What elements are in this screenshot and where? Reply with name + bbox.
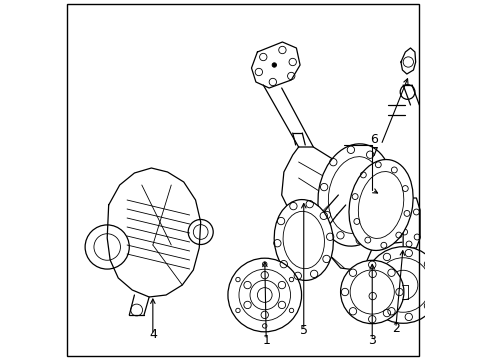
Ellipse shape [317, 144, 392, 246]
Text: 4: 4 [149, 328, 157, 342]
Text: 5: 5 [299, 324, 307, 337]
Circle shape [364, 247, 441, 323]
Ellipse shape [348, 159, 412, 251]
Ellipse shape [274, 199, 333, 280]
Text: 1: 1 [262, 333, 269, 346]
Circle shape [227, 258, 301, 332]
Polygon shape [281, 147, 373, 270]
Polygon shape [107, 168, 200, 297]
Circle shape [340, 260, 403, 324]
Polygon shape [402, 198, 419, 248]
Text: 3: 3 [367, 333, 375, 346]
Text: 6: 6 [369, 134, 377, 147]
Polygon shape [400, 48, 415, 74]
Text: 7: 7 [370, 145, 378, 158]
Text: 2: 2 [391, 321, 399, 334]
Circle shape [271, 63, 276, 67]
Polygon shape [251, 42, 300, 88]
